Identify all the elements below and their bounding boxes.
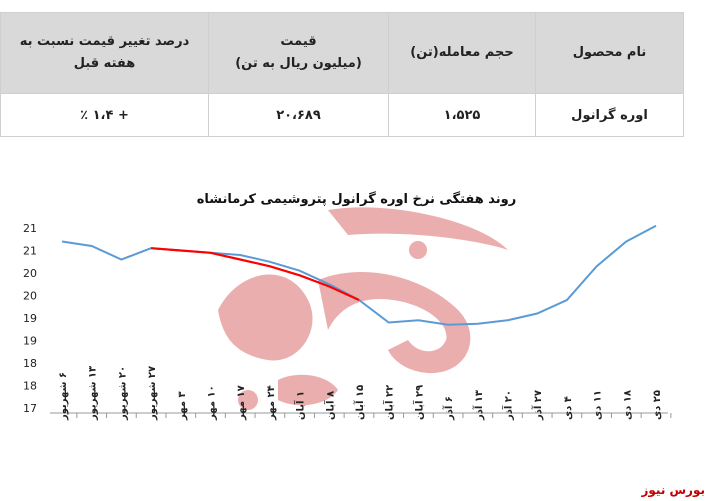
- x-tick-label: ۶ شهریور: [58, 372, 69, 421]
- x-tick-label: ۸ آبان: [323, 391, 336, 420]
- x-tick-label: ۳ مهر: [177, 391, 188, 421]
- x-tick-label: ۲۲ آبان: [383, 385, 396, 420]
- series-line-blue: [61, 224, 657, 326]
- cell-product: اوره گرانول: [535, 93, 684, 137]
- x-tick-label: ۴ دی: [563, 396, 574, 420]
- table-header-row: نام محصول حجم معامله(تن) قیمت (میلیون ری…: [0, 12, 684, 94]
- x-tick-label: ۱۱ دی: [593, 390, 604, 420]
- x-tick-label: ۱ آبان: [294, 391, 307, 420]
- cell-change: + ۱،۴ ٪: [0, 93, 209, 137]
- y-tick-label: 18: [23, 380, 37, 393]
- x-tick-label: ۱۷ مهر: [236, 385, 247, 421]
- header-price-line2: (میلیون ریال به تن): [235, 56, 362, 71]
- y-tick-label: 20: [23, 267, 37, 280]
- table-row: اوره گرانول ۱،۵۲۵ ۲۰،۶۸۹ + ۱،۴ ٪: [0, 93, 684, 137]
- x-tick-label: ۲۷ شهریور: [147, 366, 158, 421]
- x-tick-label: ۲۵ دی: [652, 390, 663, 420]
- cell-volume: ۱،۵۲۵: [388, 93, 536, 137]
- y-tick-label: 21: [23, 245, 37, 258]
- x-tick-label: ۲۹ آبان: [412, 385, 425, 420]
- y-tick-label: 21: [23, 222, 37, 235]
- x-tick-label: ۱۰ مهر: [207, 385, 218, 421]
- x-tick-label: ۱۳ آذر: [472, 390, 485, 421]
- x-tick-label: ۶ آذر: [442, 396, 455, 421]
- source-label: بورس نیوز: [641, 483, 705, 497]
- y-tick-label: 17: [23, 402, 37, 415]
- cell-price: ۲۰،۶۸۹: [208, 93, 389, 137]
- header-product: نام محصول: [535, 12, 684, 94]
- series-line-red: [151, 247, 360, 302]
- price-table: نام محصول حجم معامله(تن) قیمت (میلیون ری…: [0, 12, 684, 137]
- x-tick-label: ۱۵ آبان: [353, 385, 366, 420]
- chart-title: روند هفتگی نرخ اوره گرانول پتروشیمی کرما…: [196, 192, 517, 207]
- x-tick-label: ۲۴ مهر: [266, 385, 277, 421]
- x-tick-label: ۱۳ شهریور: [88, 366, 99, 421]
- line-chart: 17 18 18 19 19 20 20 21 21 ۶ شهریور ۱۳ شهریور ۲۰ ش…: [23, 222, 672, 421]
- x-tick-label: ۲۷ آذر: [531, 390, 544, 421]
- y-tick-label: 19: [23, 312, 37, 325]
- header-price: قیمت (میلیون ریال به تن): [208, 12, 389, 94]
- y-tick-label: 18: [23, 357, 37, 370]
- header-price-line1: قیمت: [280, 34, 317, 49]
- header-change: درصد تغییر قیمت نسبت به هفته قبل: [0, 12, 209, 94]
- y-tick-label: 19: [23, 335, 37, 348]
- x-tick-label: ۲۰ شهریور: [117, 366, 128, 421]
- header-volume: حجم معامله(تن): [388, 12, 536, 94]
- x-tick-label: ۲۰ آذر: [502, 390, 515, 421]
- y-tick-label: 20: [23, 290, 37, 303]
- x-tick-label: ۱۸ دی: [622, 390, 633, 420]
